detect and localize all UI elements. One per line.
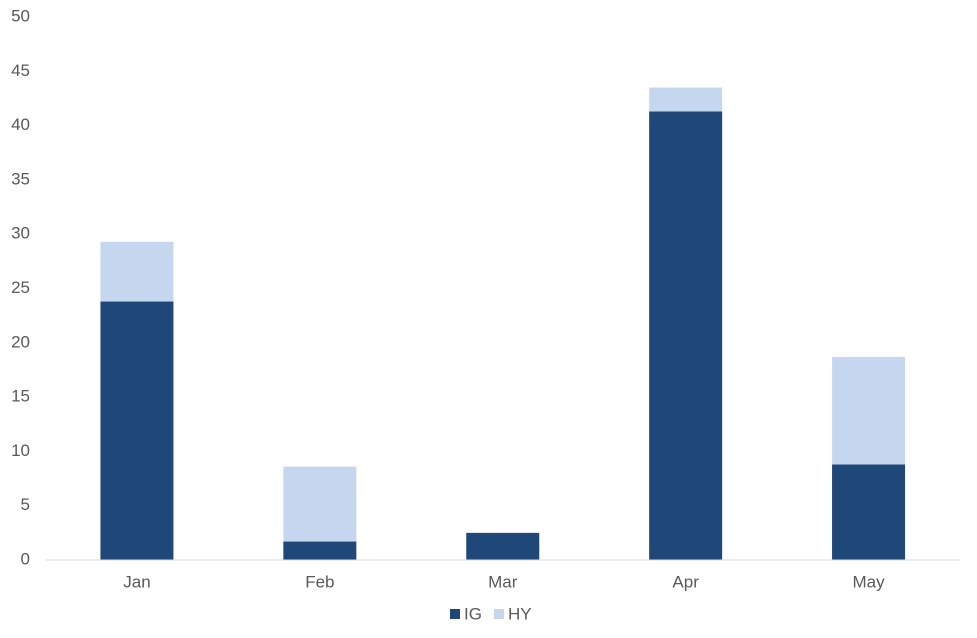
- legend-label: HY: [508, 604, 532, 623]
- bar-segment: [283, 466, 357, 542]
- x-tick-label: May: [852, 572, 885, 591]
- bar-segment: [466, 532, 540, 560]
- x-tick-label: Feb: [305, 572, 334, 591]
- x-tick-label: Apr: [672, 572, 699, 591]
- y-tick-label: 25: [11, 278, 30, 297]
- y-tick-label: 0: [21, 549, 30, 568]
- x-tick-label: Jan: [123, 572, 150, 591]
- bar-segment: [100, 301, 174, 560]
- y-tick-label: 40: [11, 115, 30, 134]
- bar-segment: [832, 464, 906, 560]
- y-tick-label: 5: [21, 495, 30, 514]
- bar-segment: [649, 87, 723, 112]
- y-tick-label: 50: [11, 6, 30, 25]
- y-tick-label: 15: [11, 387, 30, 406]
- bar-segment: [283, 541, 357, 560]
- bar-segment: [649, 111, 723, 561]
- y-tick-label: 20: [11, 332, 30, 351]
- x-tick-label: Mar: [488, 572, 518, 591]
- y-tick-label: 45: [11, 61, 30, 80]
- legend-swatch: [493, 609, 504, 619]
- bar-segment: [100, 241, 174, 302]
- y-tick-label: 30: [11, 224, 30, 243]
- legend-swatch: [450, 609, 460, 619]
- legend-label: IG: [464, 604, 482, 623]
- y-tick-label: 35: [11, 169, 30, 188]
- y-tick-label: 10: [11, 441, 30, 460]
- bar-segment: [832, 356, 906, 465]
